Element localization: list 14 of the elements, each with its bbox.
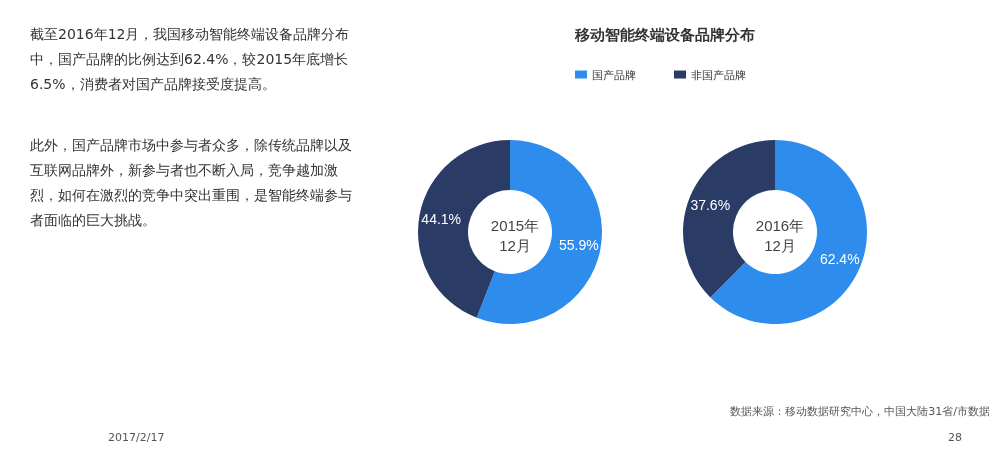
data-label: 44.1%: [421, 211, 462, 228]
legend-label: 国产品牌: [592, 68, 636, 81]
slice-label: 2016年 12月: [755, 216, 805, 254]
legend-label: 非国产品牌: [691, 68, 746, 81]
data-label: 37.6%: [690, 197, 731, 214]
source-note: 数据来源：移动数据研究中心，中国大陆31省/市数据: [729, 404, 990, 420]
text: 此外，国产品牌市场中参与者众多，除传统品牌以及互联网品牌外，新参与者也不断入局，竞争越加激烈，如何在激烈的竞争中突出重围，是智能终端参与者面临的巨大挑战。: [30, 136, 353, 230]
text: 28: [948, 430, 963, 446]
data-label: 55.9%: [558, 236, 599, 253]
chart-title: 移动智能终端设备品牌分布: [574, 26, 755, 43]
text: 截至2016年12月，我国移动智能终端设备品牌分布中，国产品牌的比例达到62.4%，较2015年底增长6.5%，消费者对国产品牌接受度提高。: [30, 25, 351, 94]
data-label: 62.4%: [819, 250, 860, 267]
slice-label: 2015年 12月: [490, 216, 540, 254]
text: 2017/2/17: [108, 430, 166, 446]
